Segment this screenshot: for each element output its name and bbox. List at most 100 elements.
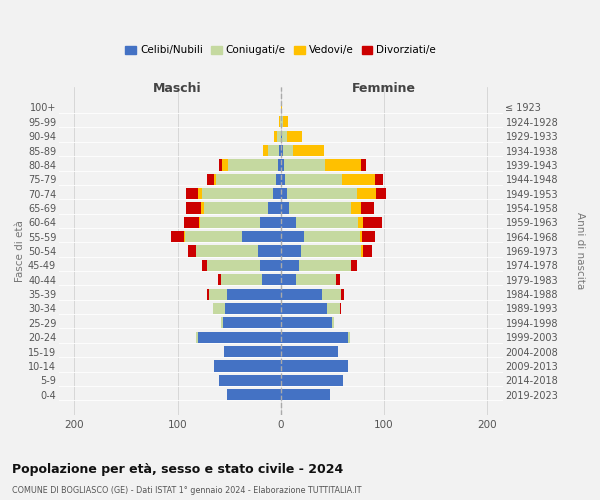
Bar xyxy=(287,188,357,199)
Bar xyxy=(283,145,293,156)
Bar xyxy=(205,202,268,213)
Bar xyxy=(198,188,202,199)
Bar xyxy=(278,160,281,170)
Bar xyxy=(185,231,242,242)
Bar xyxy=(376,188,386,199)
Bar xyxy=(341,288,344,300)
Bar xyxy=(358,216,364,228)
Bar xyxy=(184,216,199,228)
Bar xyxy=(287,130,302,142)
Y-axis label: Fasce di età: Fasce di età xyxy=(15,220,25,282)
Bar xyxy=(281,102,282,113)
Bar xyxy=(221,274,262,285)
Bar xyxy=(202,260,206,271)
Bar xyxy=(284,160,325,170)
Bar xyxy=(227,389,281,400)
Bar xyxy=(341,174,375,185)
Bar xyxy=(222,160,228,170)
Bar xyxy=(364,216,382,228)
Bar xyxy=(274,130,277,142)
Bar xyxy=(219,160,222,170)
Bar xyxy=(206,288,209,300)
Bar xyxy=(258,246,281,256)
Bar xyxy=(172,231,184,242)
Bar xyxy=(361,202,374,213)
Bar xyxy=(224,346,281,357)
Bar xyxy=(281,346,338,357)
Bar xyxy=(348,332,350,343)
Bar xyxy=(282,130,287,142)
Bar xyxy=(263,145,268,156)
Bar xyxy=(360,231,362,242)
Bar xyxy=(304,231,360,242)
Bar xyxy=(362,231,375,242)
Y-axis label: Anni di nascita: Anni di nascita xyxy=(575,212,585,290)
Bar xyxy=(196,246,258,256)
Bar xyxy=(281,288,322,300)
Bar xyxy=(293,145,324,156)
Bar xyxy=(296,274,335,285)
Bar xyxy=(221,317,223,328)
Bar xyxy=(228,160,278,170)
Bar xyxy=(227,288,281,300)
Bar xyxy=(281,374,343,386)
Bar xyxy=(277,130,281,142)
Bar xyxy=(281,389,331,400)
Bar xyxy=(184,231,185,242)
Bar xyxy=(375,174,383,185)
Bar xyxy=(281,260,299,271)
Bar xyxy=(361,160,367,170)
Bar xyxy=(283,116,288,128)
Legend: Celibi/Nubili, Coniugati/e, Vedovi/e, Divorziati/e: Celibi/Nubili, Coniugati/e, Vedovi/e, Di… xyxy=(121,42,440,60)
Bar xyxy=(242,231,281,242)
Bar xyxy=(272,188,281,199)
Bar xyxy=(299,260,351,271)
Bar xyxy=(281,246,301,256)
Bar xyxy=(262,274,281,285)
Text: Popolazione per età, sesso e stato civile - 2024: Popolazione per età, sesso e stato civil… xyxy=(12,462,343,475)
Bar xyxy=(322,288,341,300)
Bar xyxy=(216,174,275,185)
Bar xyxy=(196,332,198,343)
Bar xyxy=(325,160,361,170)
Bar xyxy=(281,116,283,128)
Bar xyxy=(281,231,304,242)
Bar xyxy=(202,202,205,213)
Bar xyxy=(357,188,376,199)
Bar xyxy=(206,260,260,271)
Bar xyxy=(268,145,279,156)
Text: COMUNE DI BOGLIASCO (GE) - Dati ISTAT 1° gennaio 2024 - Elaborazione TUTTITALIA.: COMUNE DI BOGLIASCO (GE) - Dati ISTAT 1°… xyxy=(12,486,361,495)
Bar xyxy=(198,332,281,343)
Bar xyxy=(223,317,281,328)
Bar xyxy=(268,202,281,213)
Bar xyxy=(275,174,281,185)
Bar xyxy=(260,260,281,271)
Bar xyxy=(281,174,285,185)
Bar xyxy=(214,174,216,185)
Bar xyxy=(199,216,200,228)
Bar xyxy=(281,188,287,199)
Bar xyxy=(281,202,289,213)
Bar xyxy=(281,274,296,285)
Bar xyxy=(279,116,280,128)
Bar xyxy=(280,116,281,128)
Bar xyxy=(335,274,340,285)
Bar xyxy=(281,216,296,228)
Bar xyxy=(225,303,281,314)
Bar xyxy=(279,145,281,156)
Bar xyxy=(260,216,281,228)
Bar xyxy=(214,360,281,372)
Bar xyxy=(209,288,227,300)
Bar xyxy=(202,188,272,199)
Bar xyxy=(301,246,361,256)
Bar xyxy=(281,317,332,328)
Bar xyxy=(212,303,225,314)
Bar xyxy=(200,216,260,228)
Bar xyxy=(332,317,334,328)
Bar xyxy=(281,130,282,142)
Bar xyxy=(281,145,283,156)
Bar xyxy=(188,246,196,256)
Bar xyxy=(340,303,341,314)
Bar xyxy=(281,332,348,343)
Bar xyxy=(206,174,214,185)
